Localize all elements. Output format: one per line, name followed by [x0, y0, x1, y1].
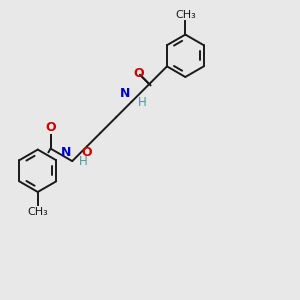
Text: O: O: [82, 146, 92, 159]
Text: H: H: [79, 155, 88, 168]
Text: H: H: [138, 96, 147, 109]
Text: CH₃: CH₃: [175, 10, 196, 20]
Text: O: O: [45, 121, 56, 134]
Text: O: O: [133, 67, 144, 80]
Text: CH₃: CH₃: [27, 207, 48, 217]
Text: N: N: [61, 146, 71, 159]
Text: N: N: [120, 87, 130, 100]
